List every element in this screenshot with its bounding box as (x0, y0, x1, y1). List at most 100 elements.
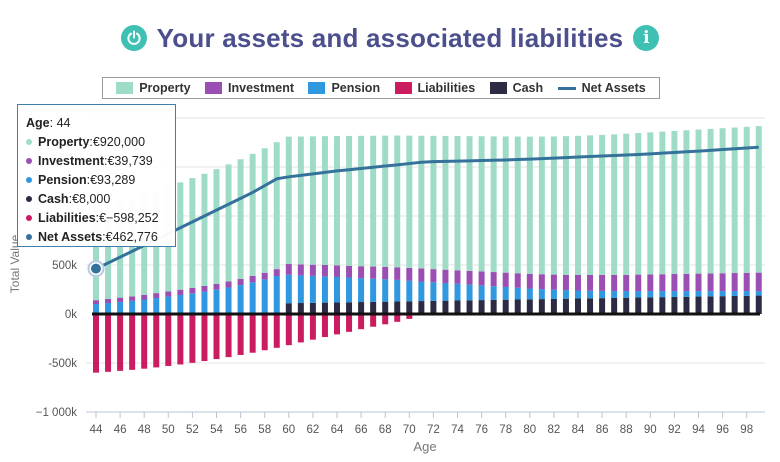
bar-pension-age-50[interactable] (165, 296, 172, 314)
bar-liabilities-age-55[interactable] (225, 314, 232, 358)
bar-pension-age-53[interactable] (201, 291, 208, 314)
bar-pension-age-48[interactable] (141, 299, 148, 314)
bar-pension-age-93[interactable] (683, 291, 690, 297)
bar-pension-age-60[interactable] (285, 274, 292, 304)
bar-property-age-58[interactable] (261, 148, 268, 273)
bar-pension-age-71[interactable] (418, 281, 425, 302)
bar-cash-age-70[interactable] (406, 301, 413, 314)
bar-liabilities-age-52[interactable] (189, 314, 196, 363)
bar-pension-age-82[interactable] (550, 289, 557, 299)
bar-pension-age-52[interactable] (189, 293, 196, 314)
bar-pension-age-79[interactable] (514, 287, 521, 300)
bar-cash-age-92[interactable] (671, 296, 678, 314)
bar-investment-age-98[interactable] (743, 272, 750, 292)
bar-liabilities-age-59[interactable] (273, 314, 280, 348)
bar-cash-age-89[interactable] (635, 297, 642, 314)
legend-item-investment[interactable]: Investment (205, 81, 294, 95)
bar-property-age-51[interactable] (177, 182, 184, 290)
bar-liabilities-age-56[interactable] (237, 314, 244, 355)
bar-cash-age-87[interactable] (611, 297, 618, 314)
bar-property-age-45[interactable] (105, 206, 112, 299)
bar-pension-age-57[interactable] (249, 282, 256, 314)
bar-cash-age-98[interactable] (743, 295, 750, 314)
bar-pension-age-95[interactable] (707, 291, 714, 297)
bar-cash-age-64[interactable] (334, 302, 340, 314)
bar-pension-age-80[interactable] (526, 288, 533, 300)
bar-liabilities-age-44[interactable] (93, 314, 99, 373)
bar-cash-age-73[interactable] (442, 300, 449, 314)
bar-investment-age-99[interactable] (755, 272, 762, 292)
bar-pension-age-75[interactable] (466, 284, 473, 301)
bar-pension-age-61[interactable] (297, 275, 304, 304)
bar-investment-age-70[interactable] (406, 267, 413, 281)
bar-property-age-90[interactable] (647, 132, 654, 275)
bar-liabilities-age-49[interactable] (153, 314, 160, 368)
bar-investment-age-60[interactable] (285, 264, 292, 275)
bar-cash-age-72[interactable] (430, 300, 437, 314)
bar-investment-age-50[interactable] (165, 291, 172, 297)
bar-investment-age-95[interactable] (707, 273, 714, 292)
bar-liabilities-age-54[interactable] (213, 314, 220, 360)
bar-investment-age-59[interactable] (273, 269, 280, 276)
bar-investment-age-78[interactable] (502, 272, 509, 287)
bar-cash-age-80[interactable] (526, 299, 533, 314)
bar-liabilities-age-47[interactable] (129, 314, 136, 370)
legend-item-liabilities[interactable]: Liabilities (394, 81, 475, 95)
bar-investment-age-86[interactable] (599, 274, 606, 291)
bar-property-age-74[interactable] (454, 136, 461, 271)
bar-liabilities-age-58[interactable] (261, 314, 268, 351)
bar-cash-age-66[interactable] (358, 302, 365, 314)
bar-investment-age-91[interactable] (659, 274, 666, 292)
bar-property-age-95[interactable] (707, 128, 714, 274)
bar-property-age-76[interactable] (478, 136, 485, 272)
bar-cash-age-83[interactable] (562, 298, 569, 314)
bar-property-age-91[interactable] (659, 131, 666, 275)
bar-investment-age-66[interactable] (358, 266, 365, 279)
bar-liabilities-age-61[interactable] (297, 314, 304, 343)
bar-investment-age-51[interactable] (177, 289, 184, 295)
bar-investment-age-48[interactable] (141, 294, 148, 300)
bar-investment-age-65[interactable] (346, 265, 353, 278)
bar-pension-age-67[interactable] (370, 278, 377, 302)
power-icon[interactable] (120, 25, 147, 51)
bar-property-age-60[interactable] (285, 136, 292, 265)
bar-property-age-68[interactable] (382, 135, 389, 267)
bar-property-age-77[interactable] (490, 136, 497, 273)
bar-cash-age-75[interactable] (466, 300, 473, 314)
legend-item-cash[interactable]: Cash (489, 81, 543, 95)
net-assets-line[interactable] (95, 145, 759, 271)
bar-property-age-71[interactable] (418, 135, 425, 269)
bar-property-age-57[interactable] (249, 153, 256, 276)
bar-liabilities-age-70[interactable] (406, 314, 413, 319)
bar-liabilities-age-53[interactable] (201, 314, 208, 362)
bar-pension-age-92[interactable] (671, 291, 678, 297)
bar-property-age-61[interactable] (297, 136, 304, 265)
bar-investment-age-72[interactable] (430, 269, 437, 283)
bar-pension-age-66[interactable] (358, 278, 365, 303)
bar-liabilities-age-67[interactable] (370, 314, 377, 327)
bar-property-age-79[interactable] (514, 136, 521, 274)
bar-pension-age-86[interactable] (599, 290, 606, 299)
bar-cash-age-60[interactable] (285, 303, 292, 314)
bar-pension-age-77[interactable] (490, 286, 497, 300)
bar-cash-age-63[interactable] (321, 302, 328, 314)
bar-liabilities-age-46[interactable] (117, 314, 124, 371)
bar-property-age-70[interactable] (406, 135, 413, 268)
bar-cash-age-74[interactable] (454, 300, 461, 314)
bar-investment-age-75[interactable] (466, 270, 473, 285)
bar-pension-age-46[interactable] (117, 301, 124, 314)
bar-investment-age-45[interactable] (105, 298, 112, 304)
bar-property-age-88[interactable] (623, 133, 630, 275)
bar-pension-age-56[interactable] (237, 285, 244, 314)
bar-investment-age-47[interactable] (129, 296, 136, 301)
bar-investment-age-73[interactable] (442, 269, 449, 284)
bar-liabilities-age-45[interactable] (105, 314, 112, 372)
bar-property-age-89[interactable] (635, 132, 642, 275)
bar-property-age-67[interactable] (370, 135, 377, 267)
bar-investment-age-71[interactable] (418, 268, 425, 282)
bar-pension-age-69[interactable] (394, 279, 401, 302)
bar-investment-age-88[interactable] (623, 274, 630, 292)
bar-cash-age-88[interactable] (623, 297, 630, 314)
bar-pension-age-94[interactable] (695, 291, 702, 297)
bar-cash-age-85[interactable] (587, 298, 594, 314)
